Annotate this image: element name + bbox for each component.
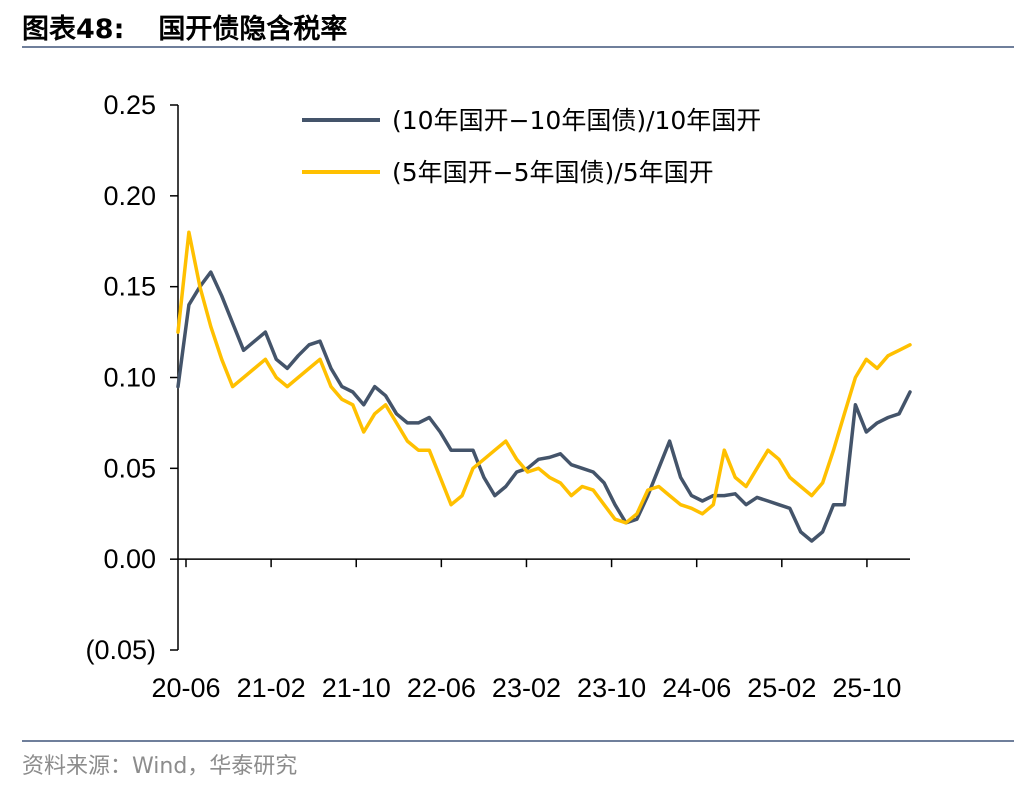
- title-rule: [22, 46, 1014, 48]
- y-tick-label: 0.15: [103, 272, 156, 302]
- y-tick-label: 0.05: [103, 453, 156, 483]
- x-tick-label: 25-02: [747, 673, 816, 703]
- legend-label-5y: (5年国开−5年国债)/5年国开: [392, 158, 714, 187]
- y-tick-label: 0.25: [103, 90, 156, 120]
- series-line-5y: [176, 230, 912, 525]
- line-chart: (0.05) 0.00 0.05 0.10 0.15 0.20 0.25 20-06 21-02…: [85, 90, 912, 703]
- x-tick-label: 20-06: [151, 673, 220, 703]
- x-tick-label: 23-10: [577, 673, 646, 703]
- y-tick-label: 0.00: [103, 544, 156, 574]
- x-tick-label: 24-06: [662, 673, 731, 703]
- x-tick-label: 22-06: [407, 673, 476, 703]
- plot-area: (0.05) 0.00 0.05 0.10 0.15 0.20 0.25 20-06 21-02…: [85, 90, 912, 703]
- x-tick-label: 21-02: [237, 673, 306, 703]
- figure-number: 图表48:: [22, 14, 125, 45]
- x-tick-label: 23-02: [492, 673, 561, 703]
- y-tick-label: 0.20: [103, 181, 156, 211]
- series-line-10y: [176, 270, 912, 543]
- legend-label-10y: (10年国开−10年国债)/10年国开: [392, 106, 761, 135]
- y-tick-label: (0.05): [85, 635, 156, 665]
- source-note: 资料来源：Wind，华泰研究: [22, 754, 298, 779]
- y-tick-label: 0.10: [103, 363, 156, 393]
- x-tick-label: 25-10: [832, 673, 901, 703]
- figure-title-text: 国开债隐含税率: [158, 14, 348, 45]
- figure-title: 图表48: 国开债隐含税率: [22, 12, 347, 48]
- x-tick-label: 21-10: [322, 673, 391, 703]
- footer-rule: [22, 740, 1014, 742]
